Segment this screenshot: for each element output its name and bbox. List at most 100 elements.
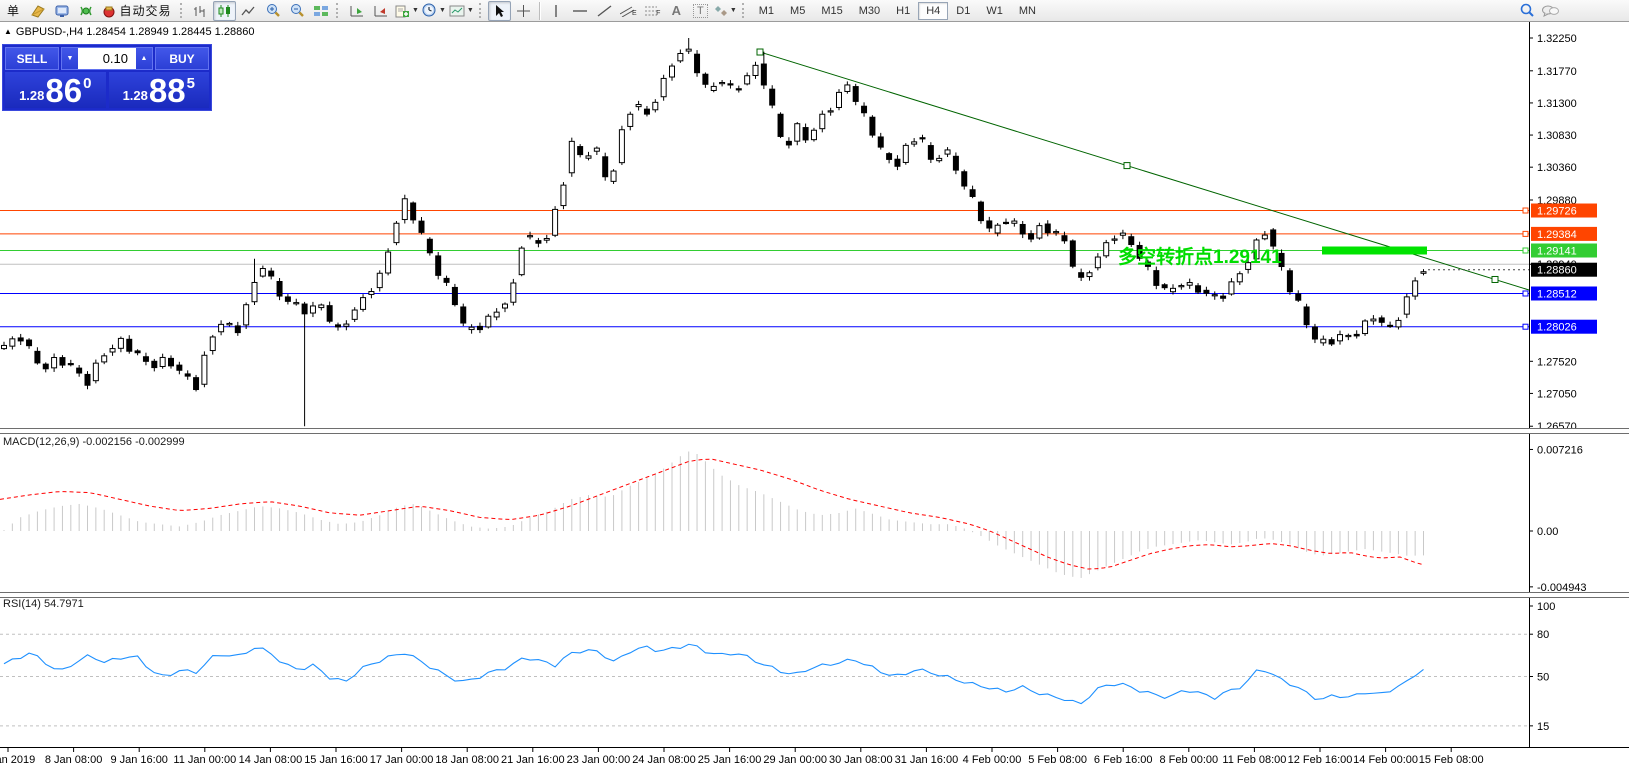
time-tick-label: 8 Jan 08:00	[45, 754, 103, 766]
candlestick-chart-button[interactable]	[213, 0, 236, 21]
time-axis[interactable]: 7 Jan 2019 8 Jan 08:00 9 Jan 16:00 11 Jan 0…	[0, 748, 1484, 766]
timeframe-button-m30[interactable]: M30	[858, 4, 881, 17]
timeframe-button-d1[interactable]: D1	[956, 4, 971, 17]
horizontal-line-button[interactable]	[569, 1, 592, 21]
line-chart-button[interactable]	[237, 1, 260, 21]
sell-price-display[interactable]: 1.28 86 0	[5, 72, 106, 108]
price-badge-label: 1.29726	[1537, 206, 1577, 218]
macd-pane	[0, 451, 1425, 578]
toolbar-grip[interactable]	[478, 3, 484, 18]
macd-signal-line	[0, 458, 1425, 570]
symbol-ohlc-text: GBPUSD-,H4 1.28454 1.28949 1.28445 1.288…	[15, 26, 255, 38]
price-axis[interactable]: 1.322501.317701.313001.308301.303601.298…	[1522, 33, 1597, 433]
new-chart-button[interactable]: ▼	[393, 1, 420, 21]
tile-windows-button[interactable]	[309, 1, 332, 21]
cascade-charts-button[interactable]	[369, 1, 392, 21]
price-tick-label: 1.31300	[1537, 98, 1577, 110]
volume-input[interactable]: 0.10	[78, 48, 136, 69]
time-tick-label: 21 Jan 16:00	[501, 754, 565, 766]
price-badge-1.29141	[1531, 243, 1597, 258]
timeframe-button-m1[interactable]: M1	[758, 4, 775, 17]
chart-annotation-text[interactable]: 多空转折点1.29141	[1118, 245, 1282, 268]
equidistant-channel-button[interactable]: E	[617, 1, 640, 21]
timeframe-button-m15[interactable]: M15	[821, 4, 843, 17]
fibo-suffix-label: F	[656, 10, 661, 17]
time-tick-label: 7 Jan 2019	[0, 754, 35, 766]
price-badge-label: 1.29141	[1537, 246, 1577, 258]
favorites-icon[interactable]	[26, 1, 49, 21]
trendline-handle[interactable]	[756, 48, 764, 56]
fibonacci-button[interactable]: F	[641, 1, 664, 21]
highlight-level-bar[interactable]	[1322, 246, 1427, 255]
price-badge-label: 1.28860	[1537, 265, 1577, 277]
clock-icon	[422, 3, 436, 17]
time-tick-label: 29 Jan 00:00	[763, 754, 827, 766]
market-watch-icon[interactable]	[50, 1, 73, 21]
rsi-tick-label: 50	[1537, 672, 1549, 684]
volume-increase-button[interactable]: ▲	[136, 48, 152, 69]
autotrading-button[interactable]: 自动交易	[98, 1, 176, 21]
timeframe-button-h4[interactable]: H4	[918, 1, 949, 20]
time-tick-label: 24 Jan 08:00	[632, 754, 696, 766]
buy-button[interactable]: BUY	[155, 47, 209, 70]
sell-button[interactable]: SELL	[5, 47, 59, 70]
search-icon	[1520, 3, 1534, 17]
time-tick-label: 11 Feb 08:00	[1222, 754, 1286, 766]
timeframe-button-mn[interactable]: MN	[1018, 4, 1036, 17]
trendline-handle[interactable]	[1123, 162, 1131, 170]
time-tick-label: 31 Jan 16:00	[895, 754, 959, 766]
green-signal-icon	[79, 6, 92, 15]
templates-menu-button[interactable]: ▼	[448, 1, 475, 21]
price-tick-label: 1.27520	[1537, 356, 1577, 368]
timeframe-button-h1[interactable]: H1	[896, 4, 911, 17]
indicator-axes[interactable]: 0.007216 0.00 -0.004943 100 80 50 15	[1529, 444, 1587, 733]
cursor-button[interactable]	[487, 0, 511, 21]
time-tick-label: 11 Jan 00:00	[173, 754, 236, 766]
zoom-in-button[interactable]	[261, 1, 284, 21]
crosshair-icon	[516, 4, 530, 17]
time-tick-label: 30 Jan 08:00	[829, 754, 893, 766]
trendline-handle[interactable]	[1491, 275, 1499, 283]
toolbar-grip[interactable]	[180, 3, 185, 18]
buy-price-small: 1.28	[122, 88, 148, 103]
toolbar-grip[interactable]	[741, 3, 747, 18]
macd-rsi-splitter[interactable]	[0, 592, 1629, 598]
time-tick-label: 5 Feb 08:00	[1028, 754, 1087, 766]
arrange-charts-button[interactable]	[345, 1, 368, 21]
periods-menu-button[interactable]: ▼	[421, 1, 447, 21]
search-button[interactable]	[1515, 1, 1538, 21]
signals-icon[interactable]	[74, 1, 97, 21]
buy-price-display[interactable]: 1.28 88 5	[108, 72, 209, 108]
text-button[interactable]: A	[665, 1, 688, 21]
horizontal-line-icon	[573, 9, 588, 12]
main-macd-splitter[interactable]	[0, 428, 1629, 434]
crosshair-button[interactable]	[512, 1, 535, 21]
buy-price-big: 88	[148, 72, 186, 108]
arrows-menu-button[interactable]: ▼	[713, 1, 738, 21]
volume-spinner: ▼ 0.10 ▲	[61, 47, 153, 70]
horizontal-level-lines[interactable]	[0, 210, 1529, 328]
channel-suffix-label: E	[631, 10, 637, 17]
autotrading-label: 自动交易	[119, 4, 172, 18]
chat-button[interactable]	[1538, 1, 1561, 21]
toolbar-grip[interactable]	[336, 3, 341, 18]
price-badge-1.28026	[1531, 319, 1597, 334]
zoom-out-button[interactable]	[285, 1, 308, 21]
chat-bubbles-icon	[1541, 5, 1559, 17]
timeframe-button-m5[interactable]: M5	[790, 4, 806, 17]
bar-chart-button[interactable]	[189, 1, 212, 21]
candlestick-series	[1, 38, 1427, 427]
trendline-button[interactable]	[593, 1, 616, 21]
timeframe-button-w1[interactable]: W1	[986, 4, 1003, 17]
text-label-button[interactable]: T	[689, 1, 712, 21]
macd-indicator-label: MACD(12,26,9) -0.002156 -0.002999	[3, 436, 185, 448]
autotrading-status-icon	[103, 6, 115, 17]
time-tick-label: 14 Jan 08:00	[239, 754, 303, 766]
order-button-partial[interactable]: 单	[2, 1, 25, 21]
vertical-line-button[interactable]	[545, 1, 568, 21]
volume-decrease-button[interactable]: ▼	[62, 48, 78, 69]
price-badge-label: 1.28026	[1537, 322, 1577, 334]
line-chart-icon	[241, 6, 255, 15]
